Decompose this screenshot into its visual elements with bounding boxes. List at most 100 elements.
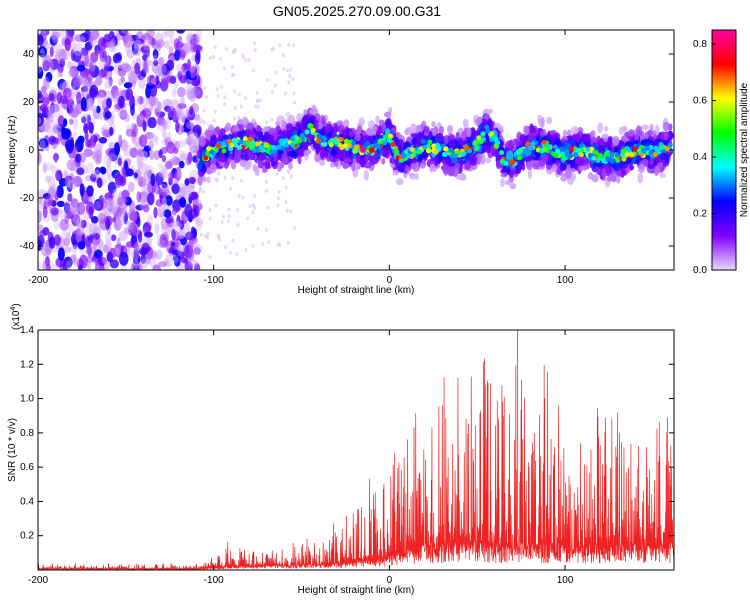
y-tick-label: 1.2 bbox=[20, 359, 34, 370]
spectrogram-cell bbox=[106, 97, 112, 109]
spectrogram-cell bbox=[659, 172, 666, 179]
spectrogram-cell bbox=[171, 98, 179, 106]
spectrogram-cell bbox=[155, 249, 163, 261]
spectrogram-cell bbox=[38, 138, 49, 149]
spectrogram-cell bbox=[286, 240, 290, 245]
spectrogram-cell bbox=[112, 188, 118, 203]
spectrogram-cell bbox=[172, 249, 181, 256]
spectrogram-cell bbox=[523, 125, 530, 136]
spectrogram-cell bbox=[208, 255, 212, 260]
spectrogram-cell bbox=[597, 122, 603, 134]
spectrogram-cell bbox=[208, 208, 212, 213]
spectrogram-cell bbox=[528, 145, 534, 151]
spectrogram-cell bbox=[47, 104, 58, 118]
spectrogram-cell bbox=[73, 76, 83, 88]
spectrogram-cell bbox=[106, 199, 114, 212]
spectrogram-cell bbox=[75, 102, 81, 111]
spectrogram-peak bbox=[307, 123, 314, 129]
spectrogram-peak bbox=[360, 147, 367, 153]
spectrogram-cell bbox=[63, 237, 70, 247]
spectrogram-cell bbox=[78, 254, 88, 269]
spectrogram-cell bbox=[158, 56, 165, 66]
spectrogram-cell bbox=[287, 170, 291, 175]
spectrogram-cell bbox=[348, 130, 355, 138]
spectrogram-cell bbox=[128, 94, 134, 107]
spectrogram-cell bbox=[133, 39, 143, 51]
spectrogram-cell bbox=[102, 128, 111, 138]
spectrogram-cell bbox=[258, 152, 266, 162]
spectrogram-cell bbox=[135, 204, 145, 211]
spectrogram-cell bbox=[174, 140, 181, 150]
spectrogram-cell bbox=[115, 215, 125, 228]
spectrogram-cell bbox=[152, 54, 157, 62]
spectrogram-cell bbox=[138, 191, 149, 203]
spectrogram-cell bbox=[231, 238, 235, 243]
spectrogram-cell bbox=[228, 186, 232, 191]
x-tick-label: 100 bbox=[557, 275, 574, 286]
spectrogram-cell bbox=[233, 105, 237, 110]
spectrogram-cell bbox=[158, 64, 163, 78]
spectrogram-cell bbox=[150, 96, 159, 106]
spectrogram-cell bbox=[172, 221, 182, 231]
spectrogram-cell bbox=[189, 87, 200, 97]
spectrogram-cell bbox=[107, 174, 114, 182]
spectrogram-cell bbox=[254, 104, 258, 109]
spectrogram-cell bbox=[190, 191, 199, 201]
colorbar-gradient bbox=[711, 29, 737, 271]
spectrogram-cell bbox=[253, 205, 257, 210]
spectrogram-cell bbox=[264, 179, 268, 184]
spectrogram-cell bbox=[133, 253, 141, 265]
colorbar-tick-label: 0.2 bbox=[693, 209, 707, 220]
spectrogram-x-label: Height of straight line (km) bbox=[298, 285, 415, 296]
spectrogram-cell bbox=[117, 157, 122, 167]
spectrogram-cell bbox=[67, 179, 78, 190]
spectrogram-cell bbox=[55, 172, 61, 181]
spectrogram-cell bbox=[50, 207, 59, 216]
spectrogram-cell bbox=[434, 155, 439, 167]
spectrogram-cell bbox=[258, 98, 262, 103]
spectrogram-cell bbox=[67, 69, 78, 78]
spectrogram-cell bbox=[47, 128, 56, 137]
spectrogram-cell bbox=[652, 152, 658, 158]
spectrogram-cell bbox=[181, 63, 188, 71]
spectrogram-cell bbox=[243, 96, 247, 101]
y-tick-label: 1.0 bbox=[20, 394, 34, 405]
spectrogram-cell bbox=[95, 149, 103, 158]
spectrogram-cell bbox=[176, 30, 186, 34]
spectrogram-cell bbox=[157, 237, 165, 248]
spectrogram-cell bbox=[153, 59, 159, 67]
spectrogram-cell bbox=[63, 168, 69, 179]
spectrogram-cell bbox=[187, 134, 195, 145]
spectrogram-cell bbox=[418, 154, 423, 161]
spectrogram-cell bbox=[269, 134, 275, 144]
spectrogram-cell bbox=[112, 45, 117, 53]
spectrogram-cell bbox=[42, 205, 48, 219]
spectrogram-cell bbox=[460, 151, 466, 157]
spectrogram-cell bbox=[103, 259, 110, 270]
spectrogram-cell bbox=[212, 55, 216, 60]
spectrogram-cell bbox=[279, 138, 285, 144]
spectrogram-cell bbox=[177, 105, 184, 120]
spectrogram-cell bbox=[227, 207, 231, 212]
spectrogram-cell bbox=[92, 169, 100, 178]
spectrogram-cell bbox=[118, 190, 123, 205]
spectrogram-cell bbox=[184, 257, 189, 265]
spectrogram-cell bbox=[145, 85, 152, 99]
spectrogram-cell bbox=[38, 195, 43, 206]
spectrogram-cell bbox=[169, 35, 175, 45]
spectrogram-cell bbox=[38, 209, 43, 224]
spectrogram-cell bbox=[172, 150, 177, 164]
spectrogram-cell bbox=[161, 155, 167, 163]
spectrogram-cell bbox=[653, 145, 659, 151]
spectrogram-cell bbox=[316, 133, 322, 139]
spectrogram-cell bbox=[104, 110, 112, 120]
spectrogram-cell bbox=[665, 146, 671, 152]
spectrogram-cell bbox=[138, 95, 144, 105]
spectrogram-cell bbox=[171, 107, 176, 116]
spectrogram-cell bbox=[165, 217, 173, 224]
spectrogram-cell bbox=[97, 198, 108, 211]
spectrogram-cell bbox=[664, 153, 670, 165]
spectrogram-cell bbox=[208, 56, 212, 61]
spectrogram-cell bbox=[215, 178, 219, 183]
spectrogram-cell bbox=[131, 224, 140, 237]
